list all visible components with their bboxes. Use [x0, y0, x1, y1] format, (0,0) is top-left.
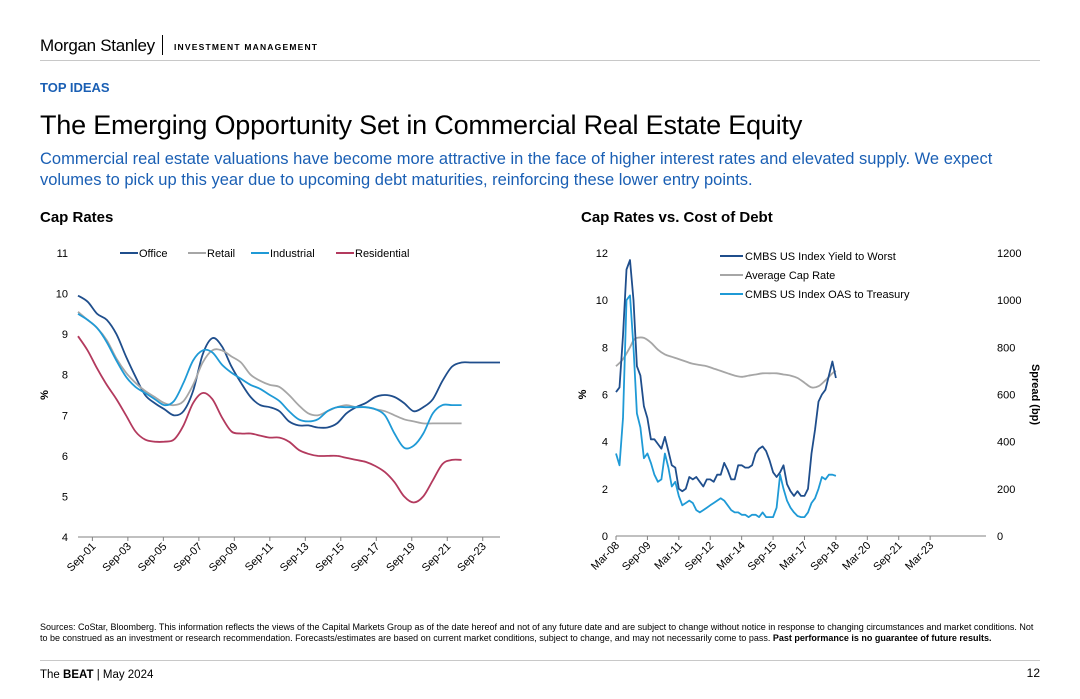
x-tick-label: Mar-14	[715, 540, 748, 573]
legend-label: CMBS US Index Yield to Worst	[745, 251, 896, 263]
series-line-retail	[77, 311, 462, 425]
x-tick-label: Sep-19	[384, 541, 418, 575]
footer: The BEAT | May 2024	[40, 669, 153, 681]
y-axis-label: %	[577, 389, 589, 399]
y-tick-label: 7	[62, 410, 68, 422]
cap-rates-chart: 4 5 6 7 8 9 10 11% Sep-01 Sep-03 Sep-05 Sep-07 Sep-0…	[39, 248, 500, 575]
series-line-2	[615, 294, 837, 518]
y-tick-label: 9	[62, 329, 68, 341]
x-tick-label: Sep-12	[683, 540, 717, 574]
y-tick-label: 12	[596, 248, 608, 260]
division-label: INVESTMENT MANAGEMENT	[174, 42, 319, 52]
x-tick-label: Mar-11	[652, 540, 685, 573]
x-tick-label: Sep-09	[207, 541, 241, 575]
y-tick-label: 2	[602, 484, 608, 496]
cap-rates-vs-debt-chart: 0 2 4 6 8 10 12 0 200 400 600 800 1000 1200% Spread (b…	[577, 248, 1041, 574]
x-tick-label: Sep-01	[65, 541, 99, 575]
legend-label: Retail	[207, 248, 235, 260]
x-tick-label: Mar-23	[903, 540, 936, 573]
series-line-0	[615, 259, 837, 497]
y-axis-label: %	[39, 390, 51, 400]
y2-axis-label: Spread (bp)	[1029, 364, 1041, 425]
x-tick-label: Sep-13	[278, 541, 312, 575]
header-rule	[40, 60, 1040, 61]
y2-tick-label: 400	[997, 437, 1015, 449]
y-tick-label: 6	[62, 451, 68, 463]
y2-tick-label: 1200	[997, 248, 1021, 260]
y-tick-label: 4	[62, 532, 68, 544]
x-tick-label: Sep-18	[808, 540, 842, 574]
x-tick-label: Sep-11	[243, 541, 276, 574]
x-tick-label: Sep-21	[420, 541, 454, 575]
y2-tick-label: 600	[997, 390, 1015, 402]
legend-label: CMBS US Index OAS to Treasury	[745, 289, 910, 301]
x-tick-label: Sep-17	[349, 541, 383, 575]
x-tick-label: Sep-03	[100, 541, 134, 575]
legend-label: Office	[139, 248, 168, 260]
y2-tick-label: 0	[997, 531, 1003, 543]
sources-text: Sources: CoStar, Bloomberg. This informa…	[40, 622, 1034, 643]
x-tick-label: Sep-07	[171, 541, 205, 575]
chart1-title: Cap Rates	[40, 209, 114, 226]
footer-prefix: The	[40, 669, 60, 681]
series-line-office	[77, 294, 500, 429]
y2-tick-label: 1000	[997, 295, 1021, 307]
series-line-1	[615, 336, 837, 389]
sources-note: Sources: CoStar, Bloomberg. This informa…	[40, 622, 1040, 644]
y-tick-label: 11	[57, 248, 68, 260]
x-tick-label: Sep-15	[746, 540, 780, 574]
y-tick-label: 4	[602, 437, 608, 449]
y2-tick-label: 200	[997, 484, 1015, 496]
page-subtitle: Commercial real estate valuations have b…	[40, 150, 993, 189]
series-line-industrial	[77, 313, 462, 450]
y-tick-label: 8	[62, 370, 68, 382]
y-tick-label: 10	[596, 295, 608, 307]
page-title: The Emerging Opportunity Set in Commerci…	[40, 110, 803, 140]
chart2-title: Cap Rates vs. Cost of Debt	[581, 209, 773, 226]
x-tick-label: Mar-20	[840, 540, 873, 573]
x-tick-label: Sep-09	[620, 540, 654, 574]
legend-label: Average Cap Rate	[745, 270, 835, 282]
footer-rule	[40, 660, 1040, 661]
footer-brand: BEAT	[63, 669, 94, 681]
brand-divider	[162, 35, 163, 55]
legend-label: Residential	[355, 248, 409, 260]
x-tick-label: Mar-08	[589, 540, 622, 573]
y-tick-label: 6	[602, 390, 608, 402]
footer-date: | May 2024	[96, 669, 154, 681]
y-tick-label: 0	[602, 531, 608, 543]
x-tick-label: Mar-17	[777, 540, 810, 573]
brand-logo: Morgan Stanley	[40, 36, 155, 55]
series-line-residential	[77, 335, 462, 504]
y-tick-label: 8	[602, 342, 608, 354]
x-tick-label: Sep-23	[455, 541, 489, 575]
x-tick-label: Sep-05	[136, 541, 170, 575]
page-number: 12	[1026, 666, 1040, 680]
section-label: TOP IDEAS	[40, 80, 110, 95]
y2-tick-label: 800	[997, 342, 1015, 354]
legend-label: Industrial	[270, 248, 315, 260]
x-tick-label: Sep-15	[313, 541, 347, 575]
y-tick-label: 10	[56, 289, 68, 301]
x-tick-label: Sep-21	[871, 540, 905, 574]
sources-disclaimer: Past performance is no guarantee of futu…	[772, 633, 992, 643]
y-tick-label: 5	[62, 491, 68, 503]
